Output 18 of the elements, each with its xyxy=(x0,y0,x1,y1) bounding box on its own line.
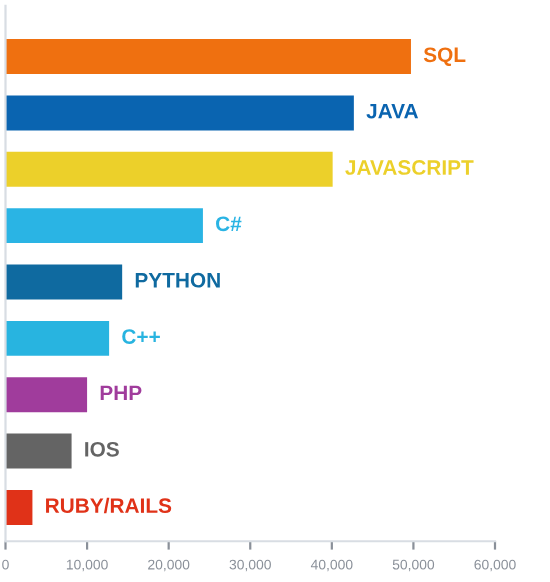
y-tick-label: C++ xyxy=(122,329,160,344)
y-tick-label: JAVASCRIPT xyxy=(345,160,474,175)
y-tick-label: IOS xyxy=(85,441,119,457)
bar xyxy=(5,489,33,525)
bar xyxy=(5,433,72,469)
bar xyxy=(5,151,333,187)
bar xyxy=(5,208,203,244)
y-tick-label: JAVA xyxy=(366,103,419,119)
y-tick-label: SQL xyxy=(423,47,466,67)
bar xyxy=(5,264,123,300)
y-tick-label: RUBY/RAILS xyxy=(46,497,172,514)
bar xyxy=(5,39,411,75)
y-tick-label: PHP xyxy=(100,385,142,401)
bar xyxy=(5,95,354,131)
bar xyxy=(5,377,88,413)
bar xyxy=(5,320,110,356)
y-tick-label: C# xyxy=(216,216,242,232)
y-tick-label: PYTHON xyxy=(135,272,220,288)
